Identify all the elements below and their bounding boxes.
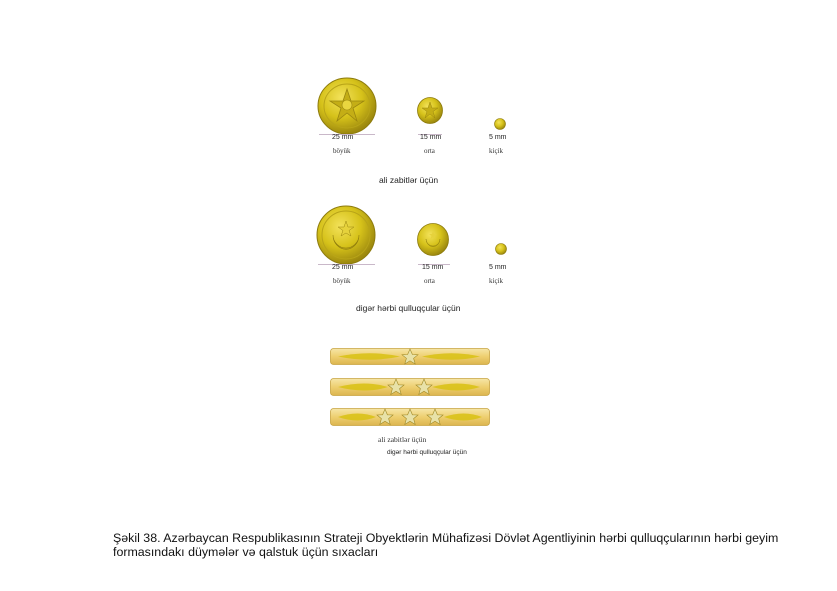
small-button-icon [494,118,506,130]
small-button-icon [495,243,507,255]
tie-clip-one-star-icon [330,348,490,365]
section-title: ali zabitlər üçün [379,175,439,185]
button-name-label: kiçik [489,277,503,285]
tie-clip-label-senior: ali zabitlər üçün [378,435,427,444]
section-title: digər hərbi qulluqçular üçün [356,303,461,313]
button-name-label: böyük [333,147,351,155]
button-name-label: kiçik [489,147,503,155]
medium-button-crescent-icon [417,223,449,256]
size-label: 25 mm [332,134,354,141]
size-label: 25 mm [332,264,354,271]
button-name-label: böyük [333,277,351,285]
size-label: 5 mm [489,264,507,271]
tie-clip-three-stars-icon [330,408,490,426]
large-button-emblem-icon [317,77,377,135]
button-name-label: orta [424,147,435,155]
button-name-label: orta [424,277,435,285]
size-label: 5 mm [489,134,507,141]
figure-caption: Şəkil 38. Azərbaycan Respublikasının Str… [113,531,779,559]
large-button-crescent-icon [316,205,376,265]
medium-button-emblem-icon [417,97,443,124]
size-label: 15 mm [420,134,442,141]
tie-clip-label-other: digər hərbi qulluqçular üçün [387,449,467,456]
tie-clip-two-stars-icon [330,378,490,396]
size-label: 15 mm [422,264,444,271]
